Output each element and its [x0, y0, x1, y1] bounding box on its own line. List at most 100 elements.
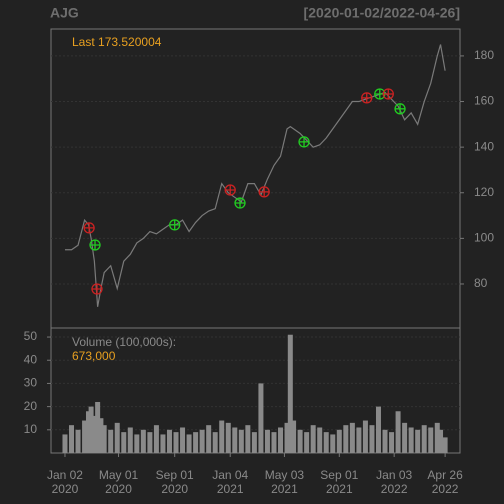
y2-tick-label: 20: [24, 399, 38, 413]
volume-bar: [62, 434, 68, 453]
y-tick-label: 120: [474, 185, 494, 199]
volume-label: Volume (100,000s):: [72, 335, 176, 349]
volume-bar: [69, 425, 75, 453]
signal-cross: [361, 92, 372, 103]
volume-bar: [278, 427, 284, 453]
volume-bar: [238, 429, 244, 453]
volume-bar: [140, 429, 146, 453]
volume-bar: [147, 432, 153, 453]
date-range: [2020-01-02/2022-04-26]: [304, 5, 460, 21]
x-tick-year: 2021: [217, 482, 244, 496]
volume-bar: [245, 425, 251, 453]
signal-cross: [259, 186, 270, 197]
volume-bar: [219, 420, 225, 453]
volume-bar: [186, 434, 192, 453]
volume-bar: [362, 420, 368, 453]
y2-tick-label: 10: [24, 422, 38, 436]
volume-bar: [193, 432, 199, 453]
x-tick-label: Jan 02: [47, 468, 83, 482]
volume-bar: [85, 411, 91, 453]
volume-bar: [389, 432, 395, 453]
signal-cross: [395, 103, 406, 114]
signal-cross: [299, 136, 310, 147]
signal-cross: [84, 222, 95, 233]
y-tick-label: 180: [474, 48, 494, 62]
volume-bar: [232, 427, 238, 453]
volume-bar: [121, 432, 127, 453]
x-tick-label: Jan 03: [376, 468, 412, 482]
volume-bar: [349, 422, 355, 453]
x-tick-year: 2022: [381, 482, 408, 496]
volume-bar: [291, 420, 297, 453]
x-tick-year: 2020: [161, 482, 188, 496]
volume-bar: [375, 406, 381, 453]
volume-bar: [421, 425, 427, 453]
x-tick-label: Sep 01: [320, 468, 358, 482]
volume-bar: [225, 422, 231, 453]
volume-bar: [438, 429, 444, 453]
last-label: Last 173.520004: [72, 35, 162, 49]
volume-bar: [408, 427, 414, 453]
volume-bar: [180, 427, 186, 453]
y-tick-label: 80: [474, 276, 488, 290]
volume-bar: [395, 411, 401, 453]
y2-tick-label: 40: [24, 352, 38, 366]
x-tick-label: May 01: [99, 468, 139, 482]
x-tick-label: Jan 04: [212, 468, 248, 482]
volume-bar: [114, 422, 120, 453]
volume-bar: [251, 432, 257, 453]
volume-bar: [108, 429, 114, 453]
volume-bar: [297, 429, 303, 453]
volume-bar: [88, 406, 94, 453]
volume-bar: [310, 425, 316, 453]
signal-cross: [225, 185, 236, 196]
volume-bar: [101, 425, 107, 453]
volume-bar: [434, 422, 440, 453]
volume-bar: [206, 425, 212, 453]
signal-cross: [235, 198, 246, 209]
volume-bar: [323, 432, 329, 453]
y2-tick-label: 50: [24, 329, 38, 343]
volume-bar: [166, 429, 172, 453]
volume-bar: [304, 432, 310, 453]
volume-bar: [173, 432, 179, 453]
volume-bar: [258, 383, 264, 453]
price-panel: [50, 28, 461, 329]
x-tick-year: 2021: [271, 482, 298, 496]
volume-bar: [82, 420, 88, 453]
volume-bar: [75, 429, 81, 453]
volume-bar: [134, 434, 140, 453]
volume-bar: [98, 418, 104, 453]
y-tick-label: 100: [474, 231, 494, 245]
volume-bar: [317, 427, 323, 453]
volume-bar: [284, 422, 290, 453]
x-tick-label: May 03: [265, 468, 305, 482]
x-tick-year: 2021: [326, 482, 353, 496]
volume-bar: [287, 334, 293, 453]
volume-bar: [382, 429, 388, 453]
volume-bar: [264, 429, 270, 453]
x-tick-year: 2020: [105, 482, 132, 496]
volume-bar: [330, 434, 336, 453]
signal-cross: [169, 219, 180, 230]
volume-bar: [212, 432, 218, 453]
volume-bar: [127, 427, 133, 453]
chart-title: AJG: [50, 5, 79, 21]
y-tick-label: 160: [474, 94, 494, 108]
volume-bar: [402, 422, 408, 453]
volume-bar: [160, 434, 166, 453]
volume-bar: [356, 427, 362, 453]
volume-bar: [153, 425, 159, 453]
signal-cross: [90, 239, 101, 250]
volume-bar: [95, 401, 101, 453]
volume-bar: [199, 429, 205, 453]
volume-bar: [343, 425, 349, 453]
signal-cross: [91, 284, 102, 294]
x-tick-label: Sep 01: [156, 468, 194, 482]
volume-bar: [91, 415, 97, 453]
signal-cross: [383, 89, 394, 99]
x-tick-year: 2020: [52, 482, 79, 496]
volume-bar: [336, 429, 342, 453]
volume-bar: [369, 425, 375, 453]
